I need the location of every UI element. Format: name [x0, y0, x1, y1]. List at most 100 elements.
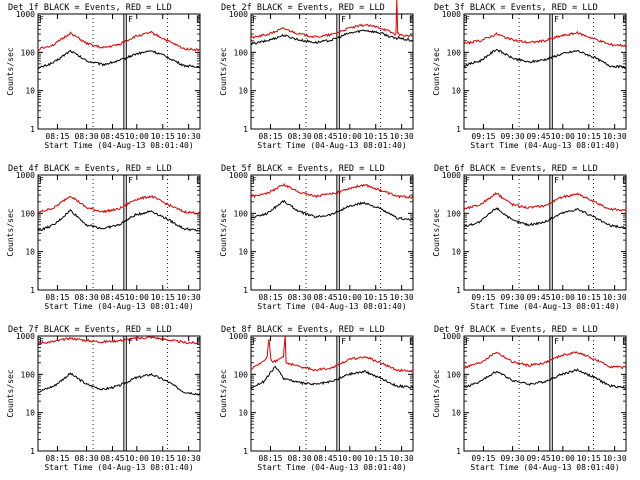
- x-tick-label: 10:30: [177, 293, 201, 302]
- x-axis-label: Start Time (04-Aug-13 08:01:40): [257, 463, 406, 472]
- marker-flag-label: F: [341, 15, 346, 24]
- x-tick-label: 10:30: [177, 132, 201, 141]
- x-tick-label: 10:15: [577, 293, 601, 302]
- plot-frame: [37, 174, 201, 291]
- x-axis-label: Start Time (04-Aug-13 08:01:40): [44, 141, 193, 150]
- x-tick-label: 10:30: [390, 293, 414, 302]
- x-tick-label: 08:45: [313, 454, 337, 463]
- x-tick-label: 10:15: [364, 454, 388, 463]
- x-tick-label: 09:45: [526, 454, 550, 463]
- y-tick-label: 1000: [442, 171, 461, 180]
- x-tick-label: 09:30: [501, 293, 525, 302]
- y-axis-label: Counts/sec: [6, 369, 15, 417]
- lld-series-line: [463, 192, 627, 212]
- marker-flag-label: F: [252, 337, 257, 346]
- x-tick-label: 10:00: [551, 293, 575, 302]
- x-tick-label: 08:15: [258, 132, 282, 141]
- x-tick-label: 10:00: [338, 293, 362, 302]
- marker-flag-label: F: [128, 15, 133, 24]
- x-tick-label: 10:15: [364, 132, 388, 141]
- x-tick-label: 08:15: [45, 132, 69, 141]
- x-tick-label: 10:15: [364, 293, 388, 302]
- plot-title: Det 3f BLACK = Events, RED = LLD: [434, 3, 598, 13]
- y-axis-label: Counts/sec: [219, 369, 228, 417]
- y-tick-label: 10: [238, 248, 248, 257]
- y-tick-label: 10: [451, 87, 461, 96]
- x-tick-label: 09:15: [471, 293, 495, 302]
- marker-flag-label: F: [252, 176, 257, 185]
- plot-frame: [250, 174, 414, 291]
- x-tick-label: 08:15: [258, 293, 282, 302]
- y-tick-label: 1000: [442, 10, 461, 19]
- x-tick-label: 10:30: [390, 132, 414, 141]
- marker-flag-label: E: [409, 337, 414, 346]
- x-tick-label: 08:15: [258, 454, 282, 463]
- y-tick-label: 1: [456, 286, 461, 295]
- x-tick-label: 08:30: [288, 132, 312, 141]
- x-tick-label: 10:30: [603, 293, 627, 302]
- plot-frame: [250, 335, 414, 452]
- y-tick-label: 1000: [229, 332, 248, 341]
- marker-flag-label: F: [39, 176, 44, 185]
- x-tick-label: 10:15: [577, 132, 601, 141]
- y-tick-label: 100: [21, 48, 36, 57]
- plot-frame: [37, 335, 201, 452]
- y-tick-label: 100: [21, 209, 36, 218]
- x-tick-label: 08:15: [45, 293, 69, 302]
- y-tick-label: 1: [456, 447, 461, 456]
- plot-title: Det 4f BLACK = Events, RED = LLD: [8, 164, 172, 174]
- x-tick-label: 08:30: [75, 293, 99, 302]
- x-axis-label: Start Time (04-Aug-13 08:01:40): [257, 302, 406, 311]
- x-axis-label: Start Time (04-Aug-13 08:01:40): [257, 141, 406, 150]
- marker-flag-label: F: [39, 337, 44, 346]
- marker-flag-label: F: [341, 176, 346, 185]
- x-tick-label: 08:15: [45, 454, 69, 463]
- y-tick-label: 1: [456, 125, 461, 134]
- marker-flag-label: E: [622, 337, 627, 346]
- y-tick-label: 100: [447, 48, 462, 57]
- y-axis-label: Counts/sec: [6, 208, 15, 256]
- plot-frame: [463, 335, 627, 452]
- y-tick-label: 100: [21, 370, 36, 379]
- y-axis-label: Counts/sec: [219, 47, 228, 95]
- x-tick-label: 10:00: [125, 132, 149, 141]
- x-tick-label: 10:00: [338, 454, 362, 463]
- x-tick-label: 09:45: [526, 293, 550, 302]
- x-tick-label: 09:45: [526, 132, 550, 141]
- x-axis-label: Start Time (04-Aug-13 08:01:40): [470, 463, 619, 472]
- y-tick-label: 1000: [442, 332, 461, 341]
- y-tick-label: 1: [243, 125, 248, 134]
- plot-frame: [463, 13, 627, 130]
- plot-title: Det 6f BLACK = Events, RED = LLD: [434, 164, 598, 174]
- y-tick-label: 100: [234, 209, 249, 218]
- marker-flag-label: F: [39, 15, 44, 24]
- events-series-line: [37, 209, 201, 232]
- marker-flag-label: E: [196, 15, 201, 24]
- x-tick-label: 10:30: [390, 454, 414, 463]
- x-tick-label: 08:30: [288, 454, 312, 463]
- x-tick-label: 10:00: [125, 293, 149, 302]
- x-axis-label: Start Time (04-Aug-13 08:01:40): [44, 302, 193, 311]
- marker-flag-label: E: [409, 15, 414, 24]
- y-tick-label: 1: [243, 447, 248, 456]
- plot-title: Det 2f BLACK = Events, RED = LLD: [221, 3, 385, 13]
- y-tick-label: 10: [25, 87, 35, 96]
- y-tick-label: 10: [451, 248, 461, 257]
- marker-flag-label: F: [554, 337, 559, 346]
- x-tick-label: 09:15: [471, 132, 495, 141]
- plot-frame: [463, 174, 627, 291]
- x-tick-label: 08:45: [313, 132, 337, 141]
- marker-flag-label: F: [128, 176, 133, 185]
- x-tick-label: 10:00: [125, 454, 149, 463]
- marker-flag-label: F: [465, 15, 470, 24]
- lld-series-line: [38, 195, 201, 215]
- y-axis-label: Counts/sec: [219, 208, 228, 256]
- marker-flag-label: F: [554, 176, 559, 185]
- y-tick-label: 100: [447, 370, 462, 379]
- y-tick-label: 1000: [16, 332, 35, 341]
- lld-series-line: [463, 30, 627, 48]
- plot-title: Det 5f BLACK = Events, RED = LLD: [221, 164, 385, 174]
- y-tick-label: 100: [234, 48, 249, 57]
